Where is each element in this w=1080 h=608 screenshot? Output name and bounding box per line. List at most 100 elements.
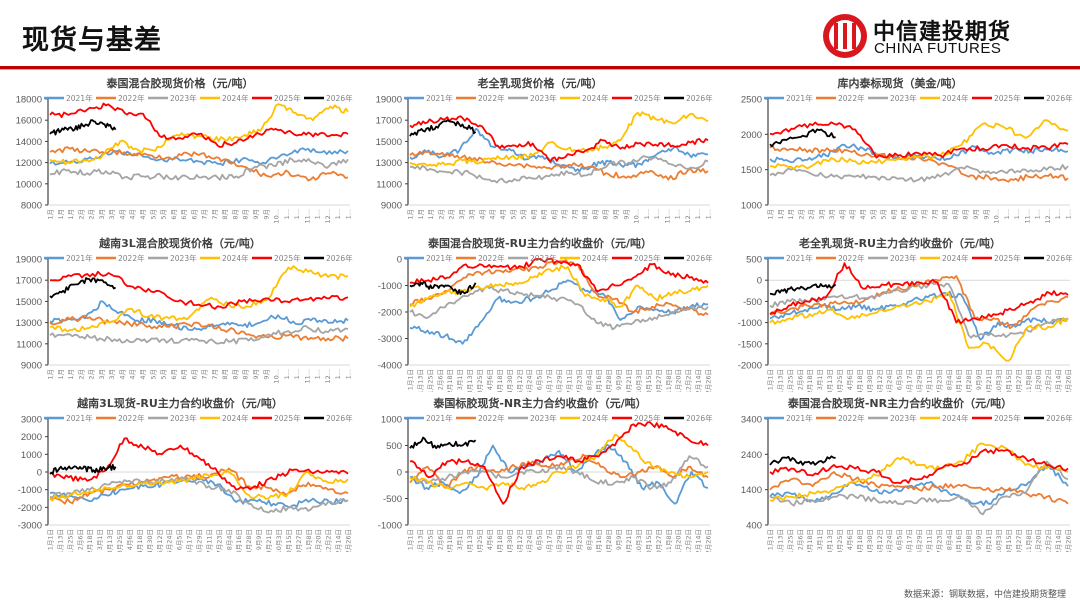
legend-label: 2024年 <box>942 413 969 423</box>
x-tick-label: 7月11日 <box>925 529 933 552</box>
legend-label: 2021年 <box>66 413 93 423</box>
x-tick-label: 7月11日 <box>925 369 933 392</box>
x-tick-label: 4月30日 <box>146 529 154 552</box>
chart-title: 泰国混合胶现货价格（元/吨） <box>105 76 253 90</box>
legend-label: 2021年 <box>426 93 453 103</box>
x-tick-label: 10... <box>273 209 281 223</box>
x-tick-label: 9月21日 <box>625 369 633 392</box>
legend-label: 2025年 <box>634 93 661 103</box>
legend-label: 2021年 <box>786 253 813 263</box>
x-tick-label: 6月17日 <box>186 529 194 552</box>
chart-thai-mixed-nr-basis: 泰国混合胶现货-NR主力合约收盘价（元/吨） 400 1400 2400 3400 1月1… <box>720 392 1080 552</box>
x-tick-label: 1... <box>1003 209 1011 219</box>
x-tick-label: 7月11日 <box>565 369 573 392</box>
series-line-2025 <box>49 102 349 148</box>
x-tick-label: 9月 <box>982 209 990 220</box>
x-tick-label: 6月5日 <box>896 529 904 550</box>
y-tick-label: 1000 <box>21 450 42 461</box>
x-tick-label: 6月 <box>910 209 918 220</box>
x-tick-label: 8月 <box>231 209 239 220</box>
x-tick-label: 8月 <box>581 209 589 220</box>
x-tick-label: 7月 <box>931 209 939 220</box>
x-tick-label: 7月23日 <box>935 529 943 552</box>
x-tick-label: 1月 <box>57 369 65 380</box>
series-line-2021 <box>49 300 349 331</box>
x-tick-label: 5月 <box>880 209 888 220</box>
x-tick-label: 1... <box>705 209 713 219</box>
x-tick-label: 1月 <box>47 369 55 380</box>
legend-label: 2021年 <box>786 93 813 103</box>
y-tick-label: 1000 <box>741 201 762 212</box>
x-tick-label: 10月27日 <box>295 529 303 552</box>
series-line-2022 <box>769 275 1069 330</box>
x-tick-label: 1月 <box>777 209 785 220</box>
x-tick-label: 8月16日 <box>595 529 603 552</box>
x-tick-label: 11月8日 <box>665 529 673 552</box>
legend-label: 2026年 <box>1046 253 1073 263</box>
x-tick-label: 4月 <box>838 209 846 220</box>
x-tick-label: 5月12日 <box>516 529 524 552</box>
y-tick-label: 2500 <box>741 95 762 106</box>
x-tick-label: 12... <box>1044 209 1052 223</box>
x-tick-label: 7月23日 <box>575 369 583 392</box>
x-tick-label: 7月11日 <box>565 529 573 552</box>
x-tick-label: 9月21日 <box>625 529 633 552</box>
x-tick-label: 4月18日 <box>496 369 504 392</box>
x-tick-label: 11... <box>663 209 671 223</box>
y-tick-label: 8000 <box>21 201 42 212</box>
x-tick-label: 4月30日 <box>506 369 514 392</box>
x-tick-label: 8月28日 <box>245 529 253 552</box>
series-line-2023 <box>49 476 349 514</box>
x-tick-label: 8月4日 <box>585 529 593 550</box>
y-tick-label: 17000 <box>16 276 42 287</box>
series-line-2021 <box>409 443 709 505</box>
x-tick-label: 1月13日 <box>416 369 424 392</box>
x-tick-label: 4月30日 <box>506 529 514 552</box>
x-tick-label: 10月3日 <box>635 369 643 392</box>
x-tick-label: 12月14日 <box>335 529 343 552</box>
x-tick-label: 12月14日 <box>695 529 703 552</box>
x-tick-label: 8月 <box>242 209 250 220</box>
legend-label: 2026年 <box>326 253 353 263</box>
x-tick-label: 3月13日 <box>826 369 834 392</box>
x-tick-label: 9月 <box>612 209 620 220</box>
series-line-2025 <box>409 115 709 163</box>
x-tick-label: 8月 <box>602 209 610 220</box>
chart-title: 老全乳现货-RU主力合约收盘价（元/吨） <box>798 236 1001 250</box>
y-tick-label: -2000 <box>738 361 762 372</box>
x-tick-label: 10月27日 <box>1015 529 1023 552</box>
x-tick-label: 1月 <box>417 209 425 220</box>
series-line-2026 <box>49 464 117 475</box>
x-tick-label: 6月29日 <box>916 369 924 392</box>
x-tick-label: 1... <box>293 369 301 379</box>
legend-label: 2023年 <box>890 413 917 423</box>
series-line-2026 <box>409 436 477 450</box>
y-tick-label: 0 <box>757 276 762 287</box>
x-tick-label: 5月24日 <box>526 529 534 552</box>
legend-label: 2022年 <box>838 253 865 263</box>
x-tick-label: 8月16日 <box>235 529 243 552</box>
header-divider <box>0 66 1080 69</box>
x-tick-label: 1... <box>1065 209 1073 219</box>
series-line-2023 <box>409 155 709 184</box>
legend-label: 2022年 <box>478 253 505 263</box>
x-tick-label: 8月28日 <box>965 529 973 552</box>
x-tick-label: 11月20日 <box>315 529 323 552</box>
x-tick-label: 1月1日 <box>47 529 55 550</box>
legend-label: 2021年 <box>66 93 93 103</box>
x-tick-label: 1... <box>674 209 682 219</box>
x-tick-label: 5月 <box>160 209 168 220</box>
x-tick-label: 3月 <box>468 209 476 220</box>
series-line-2026 <box>409 280 477 296</box>
x-tick-label: 2月 <box>88 209 96 220</box>
series-line-2021 <box>409 127 709 173</box>
chart-svg: 泰国混合胶现货价格（元/吨） 8000 10000 12000 14000 16000 18… <box>16 76 354 223</box>
chart-svg: 越南3L现货-RU主力合约收盘价（元/吨） -3000 -2000 -1000 0 100… <box>18 396 353 552</box>
y-tick-label: 19000 <box>376 95 402 106</box>
x-tick-label: 12... <box>684 209 692 223</box>
x-tick-label: 1月13日 <box>776 529 784 552</box>
x-tick-label: 5月 <box>520 209 528 220</box>
x-tick-label: 10月27日 <box>655 369 663 392</box>
x-tick-label: 1... <box>334 209 342 219</box>
